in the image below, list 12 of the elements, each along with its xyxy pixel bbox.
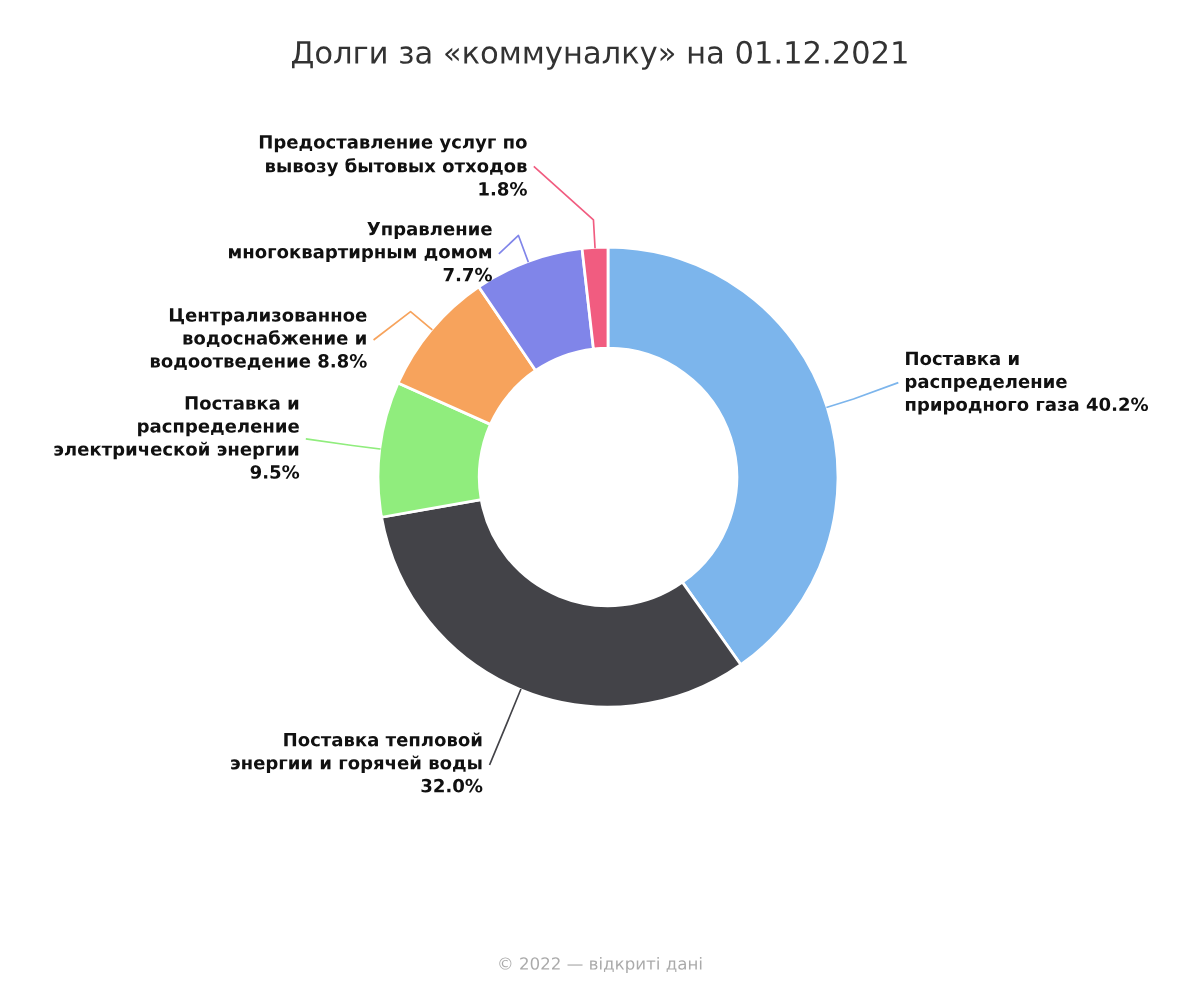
slice-label: Предоставление услуг по вывозу бытовых отходов bbox=[259, 135, 527, 177]
data-label: 1.8% bbox=[479, 182, 527, 196]
slice-label: Поставка и распределение природного газа 40.2% bbox=[905, 351, 1149, 415]
slice-label: Поставка тепловой энергии и горячей воды bbox=[231, 732, 482, 774]
slice-label: Управление многоквартирным домом bbox=[229, 222, 492, 262]
data-label: 32.0% bbox=[421, 778, 483, 793]
data-label: 7.7% bbox=[443, 267, 492, 282]
text: © 2022 — відкриті дані bbox=[499, 956, 702, 974]
chart-title: Долги за «коммуналку» на 01.12.2021 bbox=[292, 40, 907, 70]
slice-label: Централизованное водоснабжение и водоотведение 8.8% bbox=[150, 308, 367, 370]
data-label: 9.5% bbox=[250, 465, 300, 479]
slice-label: Поставка и распределение электрической энергии bbox=[54, 396, 299, 460]
